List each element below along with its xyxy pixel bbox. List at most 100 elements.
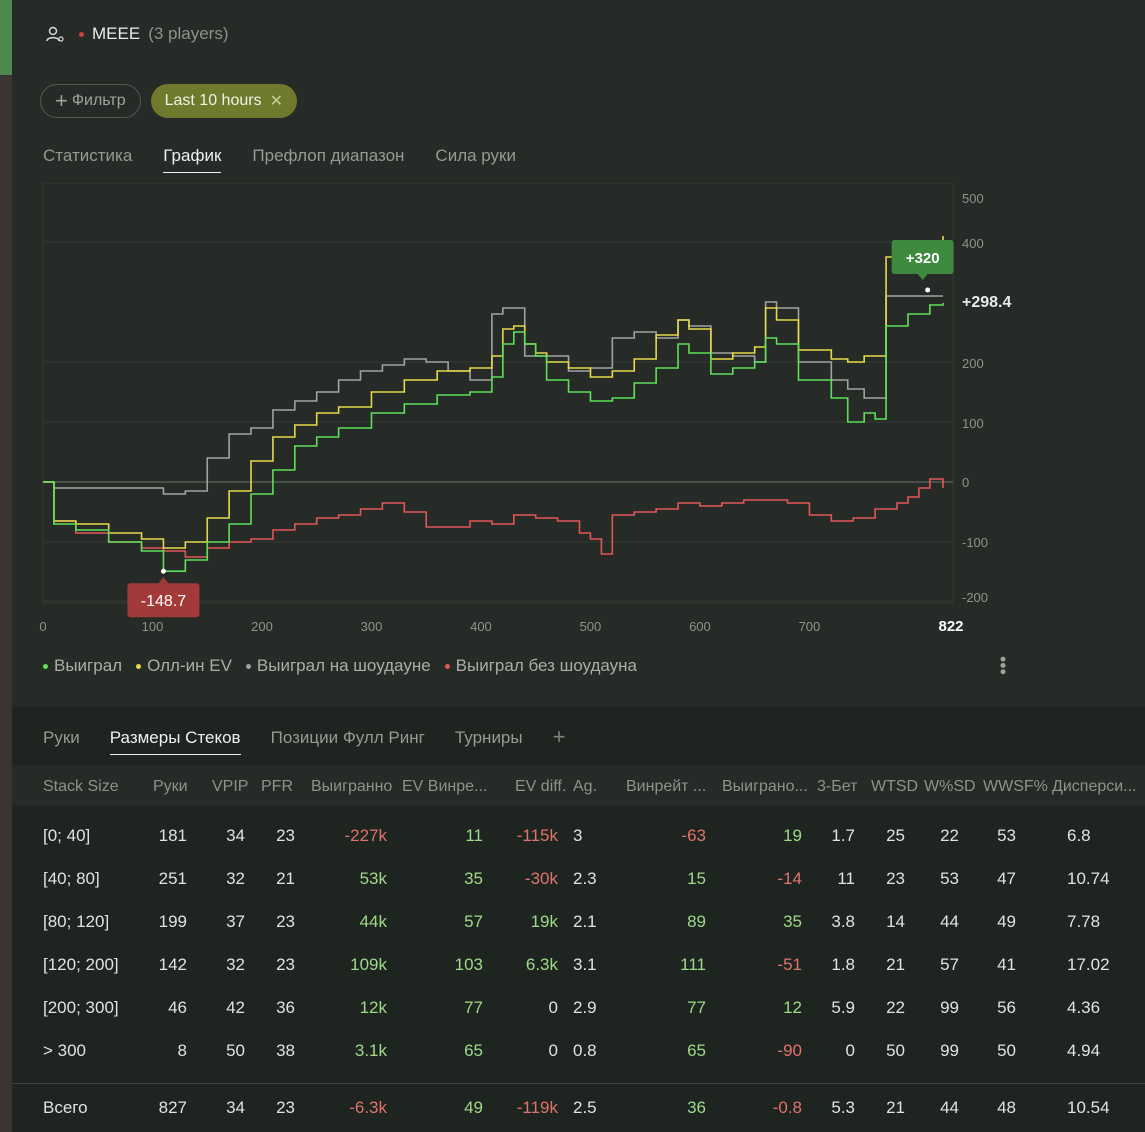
table-cell: 7.78 — [1067, 912, 1101, 931]
player-name[interactable]: MEEE — [92, 24, 141, 43]
table-cell: -227k — [344, 826, 387, 845]
legend-label: Выиграл без шоудауна — [455, 656, 637, 675]
table-cell: 3.1 — [573, 955, 597, 974]
winnings-chart: 500 400 200 100 0 -100 -200 0 100 200 300 400 500 600… — [0, 182, 1145, 648]
add-tab-icon[interactable]: + — [552, 724, 566, 749]
table-row[interactable]: [200; 300] 46 42 36 12k 77 0 2.9 77 12 5.9 22 99 56 4.… — [12, 978, 1145, 1021]
table-cell: 44 — [940, 1098, 959, 1117]
table-cell: 48 — [997, 1098, 1016, 1117]
table-cell: 57 — [464, 912, 483, 931]
table-cell: 35 — [464, 869, 483, 888]
column-header[interactable]: Выиграно... — [722, 778, 808, 795]
table-cell: 34 — [226, 1098, 245, 1117]
table-cell: 19k — [530, 912, 558, 931]
column-header[interactable]: Руки — [153, 778, 188, 795]
series-line-0 — [43, 302, 944, 573]
table-cell: 22 — [940, 826, 959, 845]
table-cell: 49 — [997, 912, 1016, 931]
more-options-icon[interactable]: ••• — [993, 656, 1013, 675]
column-header[interactable]: PFR — [261, 778, 293, 795]
table-cell: 11 — [465, 826, 483, 845]
active-filter-chip[interactable]: Last 10 hours ✕ — [150, 84, 297, 118]
table-cell: 47 — [997, 869, 1016, 888]
table-cell: 21 — [276, 869, 295, 888]
table-cell: 5.3 — [831, 1098, 855, 1117]
tab-preflop-range[interactable]: Префлоп диапазон — [252, 146, 405, 165]
column-header[interactable]: Stack Size — [43, 778, 119, 795]
table-row[interactable]: [40; 80] 251 32 21 53k 35 -30k 2.3 15 -14 11 23 53 47… — [12, 849, 1145, 892]
table-cell: 53k — [359, 869, 387, 888]
add-filter-button[interactable]: + Фильтр — [40, 84, 141, 118]
table-cell: 199 — [158, 912, 187, 931]
y-tick-label: 0 — [962, 475, 969, 490]
column-header[interactable]: Дисперси... — [1052, 778, 1137, 795]
legend-item-non-showdown[interactable]: Выиграл без шоудауна — [444, 656, 637, 676]
table-cell: 38 — [276, 1041, 295, 1060]
column-header[interactable]: VPIP — [212, 778, 249, 795]
table-cell: -6.3k — [349, 1098, 387, 1117]
tab-graph[interactable]: График — [163, 146, 222, 173]
table-row[interactable]: [80; 120] 199 37 23 44k 57 19k 2.1 89 35 3.8 14 44 49… — [12, 892, 1145, 935]
table-cell: [40; 80] — [43, 869, 100, 888]
table-cell: 89 — [687, 912, 706, 931]
tab-tournaments[interactable]: Турниры — [454, 728, 523, 747]
table-cell: 12 — [783, 998, 802, 1017]
table-cell: -115k — [516, 826, 558, 845]
column-header[interactable]: EV Винре... — [402, 778, 488, 795]
min-label-arrow — [158, 577, 169, 584]
column-header[interactable]: Ag. — [573, 778, 598, 795]
table-cell: 8 — [177, 1041, 187, 1060]
table-cell: 65 — [687, 1041, 706, 1060]
table-cell: 2.1 — [573, 912, 597, 931]
close-icon[interactable]: ✕ — [269, 93, 283, 110]
tab-hands[interactable]: Руки — [43, 728, 80, 747]
column-header[interactable]: Выигранно — [311, 778, 393, 795]
table-row[interactable]: [0; 40] 181 34 23 -227k 11 -115k 3 -63 19 1.7 25 22 5… — [12, 806, 1145, 849]
legend-item-allin-ev[interactable]: Олл-ин EV — [136, 656, 232, 676]
table-cell: [120; 200] — [43, 955, 119, 974]
table-cell: 23 — [276, 826, 295, 845]
table-cell: 34 — [226, 826, 245, 845]
legend-dot — [43, 663, 48, 669]
tab-hand-strength[interactable]: Сила руки — [435, 146, 516, 165]
table-cell: 10.74 — [1067, 869, 1110, 888]
legend-item-won[interactable]: Выиграл — [43, 656, 122, 676]
column-header[interactable]: W%SD — [924, 778, 976, 795]
column-header[interactable]: EV diff. — [515, 778, 567, 795]
tab-statistics[interactable]: Статистика — [43, 146, 133, 165]
player-header: MEEE (3 players) — [45, 24, 229, 44]
column-header[interactable]: WTSD — [871, 778, 919, 795]
add-filter-label: Фильтр — [71, 92, 126, 109]
column-header[interactable]: 3-Бет — [817, 778, 858, 795]
table-cell: 0.8 — [573, 1041, 597, 1060]
legend-dot — [444, 663, 450, 669]
table-cell: 53 — [940, 869, 959, 888]
max-label-arrow — [917, 274, 928, 280]
column-header[interactable]: Винрейт ... — [626, 778, 707, 795]
table-cell: -30k — [524, 869, 558, 888]
max-point — [925, 287, 931, 293]
table-cell: -14 — [777, 869, 802, 888]
legend-label: Выиграл на шоудауне — [256, 656, 431, 675]
table-cell: 23 — [276, 912, 295, 931]
table-cell: 111 — [680, 955, 706, 974]
table-cell: 2.3 — [573, 869, 597, 888]
user-settings-icon[interactable] — [45, 24, 65, 44]
table-cell: 6.8 — [1067, 826, 1091, 845]
column-header[interactable]: WWSF% — [983, 778, 1048, 795]
table-cell: 77 — [464, 998, 483, 1017]
legend-item-showdown[interactable]: Выиграл на шоудауне — [245, 656, 431, 676]
table-cell: 25 — [886, 826, 905, 845]
table-cell: 99 — [940, 1041, 959, 1060]
tab-full-ring-positions[interactable]: Позиции Фулл Ринг — [270, 728, 425, 747]
table-row[interactable]: [120; 200] 142 32 23 109k 103 6.3k 3.1 111 -51 1.8… — [12, 935, 1145, 978]
table-cell: 4.36 — [1067, 998, 1101, 1017]
table-cell: -90 — [777, 1041, 802, 1060]
table-row[interactable]: > 300 8 50 38 3.1k 65 0 0.8 65 -90 0 50 99 50 4.94 — [12, 1021, 1145, 1064]
table-tabs: Руки Размеры Стеков Позиции Фулл Ринг Ту… — [43, 724, 565, 758]
table-cell: 50 — [886, 1041, 905, 1060]
table-cell: 57 — [940, 955, 959, 974]
table-cell: 6.3k — [525, 955, 558, 974]
x-tick-label: 400 — [470, 619, 492, 634]
tab-stack-sizes[interactable]: Размеры Стеков — [109, 728, 241, 755]
